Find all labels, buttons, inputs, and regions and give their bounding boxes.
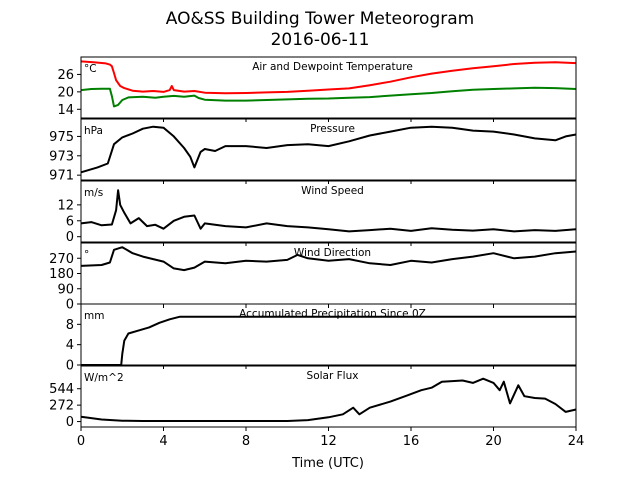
xtick-label: 24 [568,434,585,449]
panel-2-title: Pressure [310,123,355,135]
panel-2: 971 973 975 hPa Pressure [49,118,577,184]
xtick-label: 20 [485,434,502,449]
panel-3-ytick-label: 6 [66,214,74,229]
panel-1-series-1-line [80,60,577,95]
panel-1-unit-label: °C [84,63,97,75]
panel-4-ytick-label: 270 [49,252,74,267]
panel-6-unit-label: W/m^2 [84,372,124,384]
panel-2-ytick-label: 975 [49,130,74,145]
panel-5-ytick-label: 8 [66,318,74,333]
panel-1-ytick-label: 20 [57,85,74,100]
panel-1-title: Air and Dewpoint Temperature [252,61,413,73]
panel-6-ytick-label: 0 [66,415,74,430]
panel-4-ytick-label: 0 [66,298,74,313]
panel-6-title: Solar Flux [307,370,359,382]
xtick-label: 4 [159,434,167,449]
panel-2-ytick-label: 973 [49,149,74,164]
x-axis-label: Time (UTC) [291,456,364,471]
panel-3-ytick-label: 12 [57,198,74,213]
panel-6-series-1-line [80,377,577,422]
panel-5-series-1-line [81,315,576,366]
panel-3-unit-label: m/s [84,187,103,199]
panel-4-ytick-label: 180 [49,267,74,282]
xtick-label: 8 [242,434,250,449]
panel-3-ytick-label: 0 [66,230,74,245]
panel-2-unit-label: hPa [84,125,103,137]
panel-4-series-1-line [80,246,577,272]
xtick-label: 12 [320,434,337,449]
panel-5-ytick-label: 4 [66,338,74,353]
panel-1-ytick-label: 14 [57,103,74,118]
chart-title: AO&SS Building Tower Meteorogram [166,9,474,29]
panel-6-ytick-label: 544 [49,382,74,397]
xtick-label: 16 [403,434,420,449]
panel-6-ytick-label: 272 [49,399,74,414]
panel-5-title: Accumulated Precipitation Since 0Z [239,308,426,320]
panel-1: 14 20 26 °C Air and Dewpoint Temperature [57,56,577,122]
panel-3-title: Wind Speed [301,185,364,197]
xtick-label: 0 [77,434,85,449]
panel-4-unit-label: ° [84,249,89,261]
panel-4-title: Wind Direction [294,247,371,259]
panel-5-ytick-label: 0 [66,359,74,374]
panel-2-ytick-label: 971 [49,169,74,184]
panel-4-ytick-label: 90 [57,282,74,297]
panel-3-series-1-line [80,189,577,233]
panel-1-series-2-line [80,86,577,108]
panel-1-ytick-label: 26 [57,68,74,83]
panel-5: 0 4 8 mm Accumulated Precipitation Since 0Z [66,303,577,374]
panel-5-unit-label: mm [84,310,104,322]
panel-2-series-1-line [80,125,577,174]
chart-subtitle: 2016-06-11 [271,30,370,50]
x-axis: 0 4 8 12 16 20 24 [77,434,584,449]
